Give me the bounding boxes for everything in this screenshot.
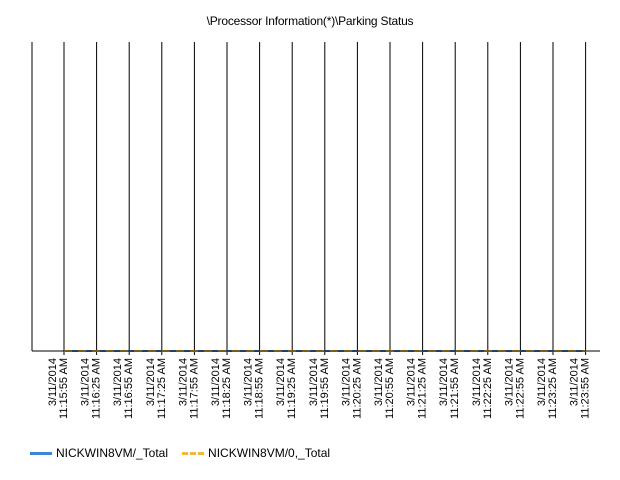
x-tick-label: 3/11/201411:18:25 AM [210, 358, 233, 419]
x-tick-label: 3/11/201411:17:55 AM [177, 358, 200, 419]
x-tick-label: 3/11/201411:22:55 AM [503, 358, 526, 419]
chart-title: \Processor Information(*)\Parking Status [206, 14, 414, 28]
x-tick-label: 3/11/201411:20:25 AM [340, 358, 363, 419]
x-tick-label: 3/11/201411:17:25 AM [145, 358, 168, 419]
x-tick-label: 3/11/201411:22:25 AM [471, 358, 494, 419]
x-tick-label: 3/11/201411:21:55 AM [438, 358, 461, 419]
x-tick-label: 3/11/201411:20:55 AM [373, 358, 396, 419]
x-tick-label: 3/11/201411:15:55 AM [47, 358, 70, 419]
legend-label: NICKWIN8VM/_Total [56, 446, 169, 460]
x-tick-label: 3/11/201411:19:25 AM [275, 358, 298, 419]
x-tick-label: 3/11/201411:16:55 AM [112, 358, 135, 419]
legend-swatch-solid [30, 451, 52, 455]
x-tick-label: 3/11/201411:23:25 AM [536, 358, 559, 419]
legend-item-cpu0: NICKWIN8VM/0,_Total [182, 446, 330, 460]
legend-swatch-dashed [182, 451, 205, 455]
x-tick-label: 3/11/201411:23:55 AM [569, 358, 592, 419]
legend: NICKWIN8VM/_Total NICKWIN8VM/0,_Total [30, 446, 344, 460]
x-tick-label: 3/11/201411:21:25 AM [406, 358, 429, 419]
legend-label: NICKWIN8VM/0,_Total [208, 446, 331, 460]
x-tick-label: 3/11/201411:19:55 AM [308, 358, 331, 419]
x-tick-label: 3/11/201411:16:25 AM [80, 358, 103, 419]
legend-item-total: NICKWIN8VM/_Total [30, 446, 168, 460]
x-tick-label: 3/11/201411:18:55 AM [243, 358, 266, 419]
